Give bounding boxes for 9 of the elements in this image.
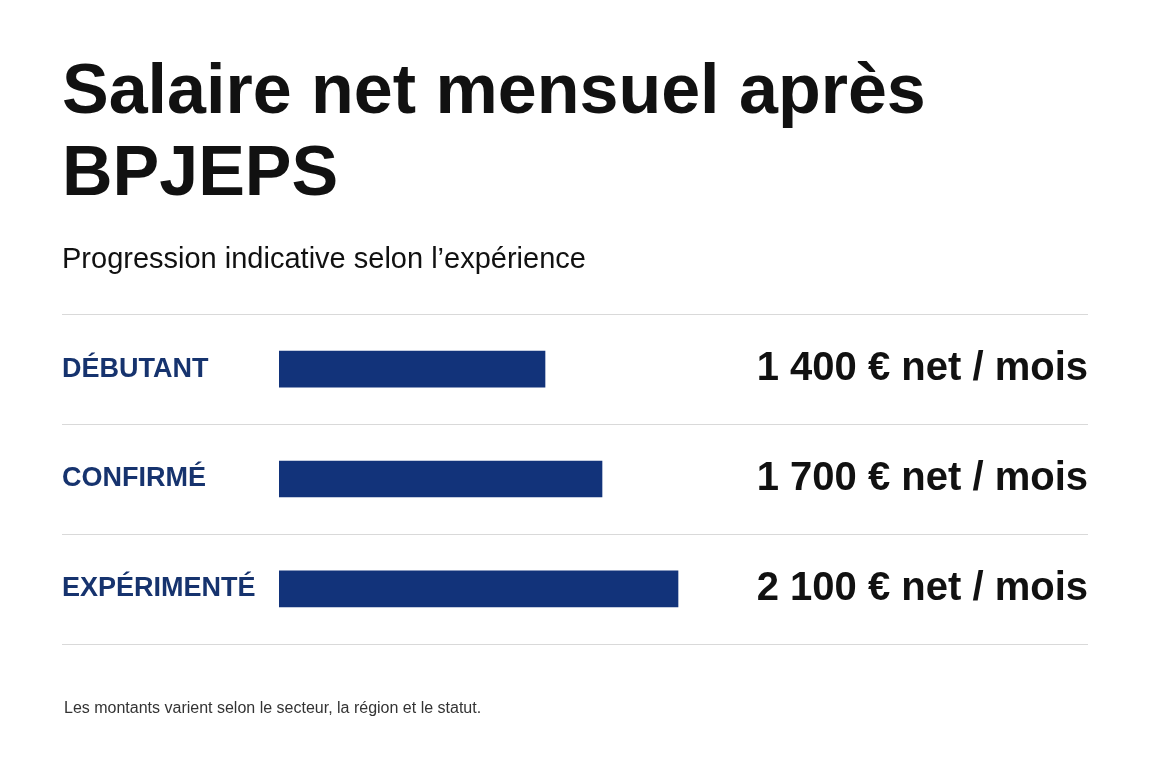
chart-title: Salaire net mensuel après BPJEPS: [61, 49, 927, 212]
chart-subtitle: Progression indicative selon l’expérience: [61, 241, 587, 276]
y-tick-label: EXPÉRIMENTÉ: [62, 571, 256, 603]
y-tick-label: CONFIRMÉ: [62, 461, 206, 493]
y-tick-label: DÉBUTANT: [62, 351, 209, 383]
text: Les montants varient selon le secteur, la région et le statut.: [63, 698, 483, 717]
data-label: 1 400 € net / mois: [756, 344, 1088, 389]
data-label: 1 700 € net / mois: [756, 454, 1088, 499]
data-label: 2 100 € net / mois: [756, 563, 1088, 608]
